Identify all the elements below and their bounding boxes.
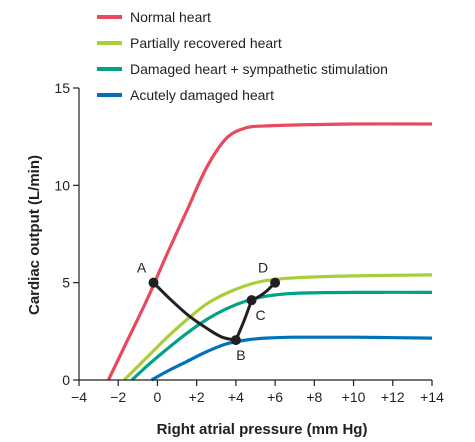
point-label-d: D (258, 260, 268, 276)
axes: 0 5 10 15 −4 −2 0 +2 +4 +6 +8 +10 +12 +14 (54, 80, 444, 405)
series-line-0 (106, 122, 433, 381)
x-tick-label-3: +2 (189, 389, 205, 405)
curves (106, 122, 433, 382)
legend-label-0: Normal heart (130, 9, 211, 25)
x-tick-label-8: +12 (381, 389, 405, 405)
y-axis-title: Cardiac output (L/min) (26, 155, 43, 315)
point-marker-a (148, 277, 159, 288)
y-tick-label-1: 5 (62, 275, 70, 291)
point-label-b: B (236, 347, 245, 363)
legend-label-1: Partially recovered heart (130, 35, 282, 51)
x-tick-label-0: −4 (71, 389, 87, 405)
point-marker-b (230, 335, 241, 346)
x-tick-label-2: 0 (154, 389, 162, 405)
y-tick-label-0: 0 (62, 372, 70, 388)
legend: Normal heart Partially recovered heart Dam… (97, 9, 388, 103)
x-tick-label-1: −2 (110, 389, 126, 405)
x-tick-label-4: +4 (228, 389, 244, 405)
series-line-3 (150, 335, 433, 382)
x-axis-title: Right atrial pressure (mm Hg) (157, 421, 368, 438)
y-tick-label-2: 10 (54, 177, 70, 193)
series-line-1 (122, 273, 433, 382)
x-tick-label-5: +6 (267, 389, 283, 405)
legend-label-2: Damaged heart + sympathetic stimulation (130, 61, 388, 77)
point-marker-c (246, 295, 257, 306)
labeled-points: A B C D (137, 260, 281, 363)
series-line-2 (130, 290, 433, 382)
point-label-c: C (256, 307, 266, 323)
x-tick-label-9: +14 (420, 389, 444, 405)
x-tick-label-6: +8 (306, 389, 322, 405)
legend-label-3: Acutely damaged heart (130, 87, 274, 103)
transition-segment-1 (234, 298, 254, 342)
point-label-a: A (137, 260, 147, 276)
transition-segment-0 (152, 281, 238, 342)
x-tick-label-7: +10 (342, 389, 366, 405)
point-marker-d (270, 277, 281, 288)
y-tick-label-3: 15 (54, 80, 70, 96)
